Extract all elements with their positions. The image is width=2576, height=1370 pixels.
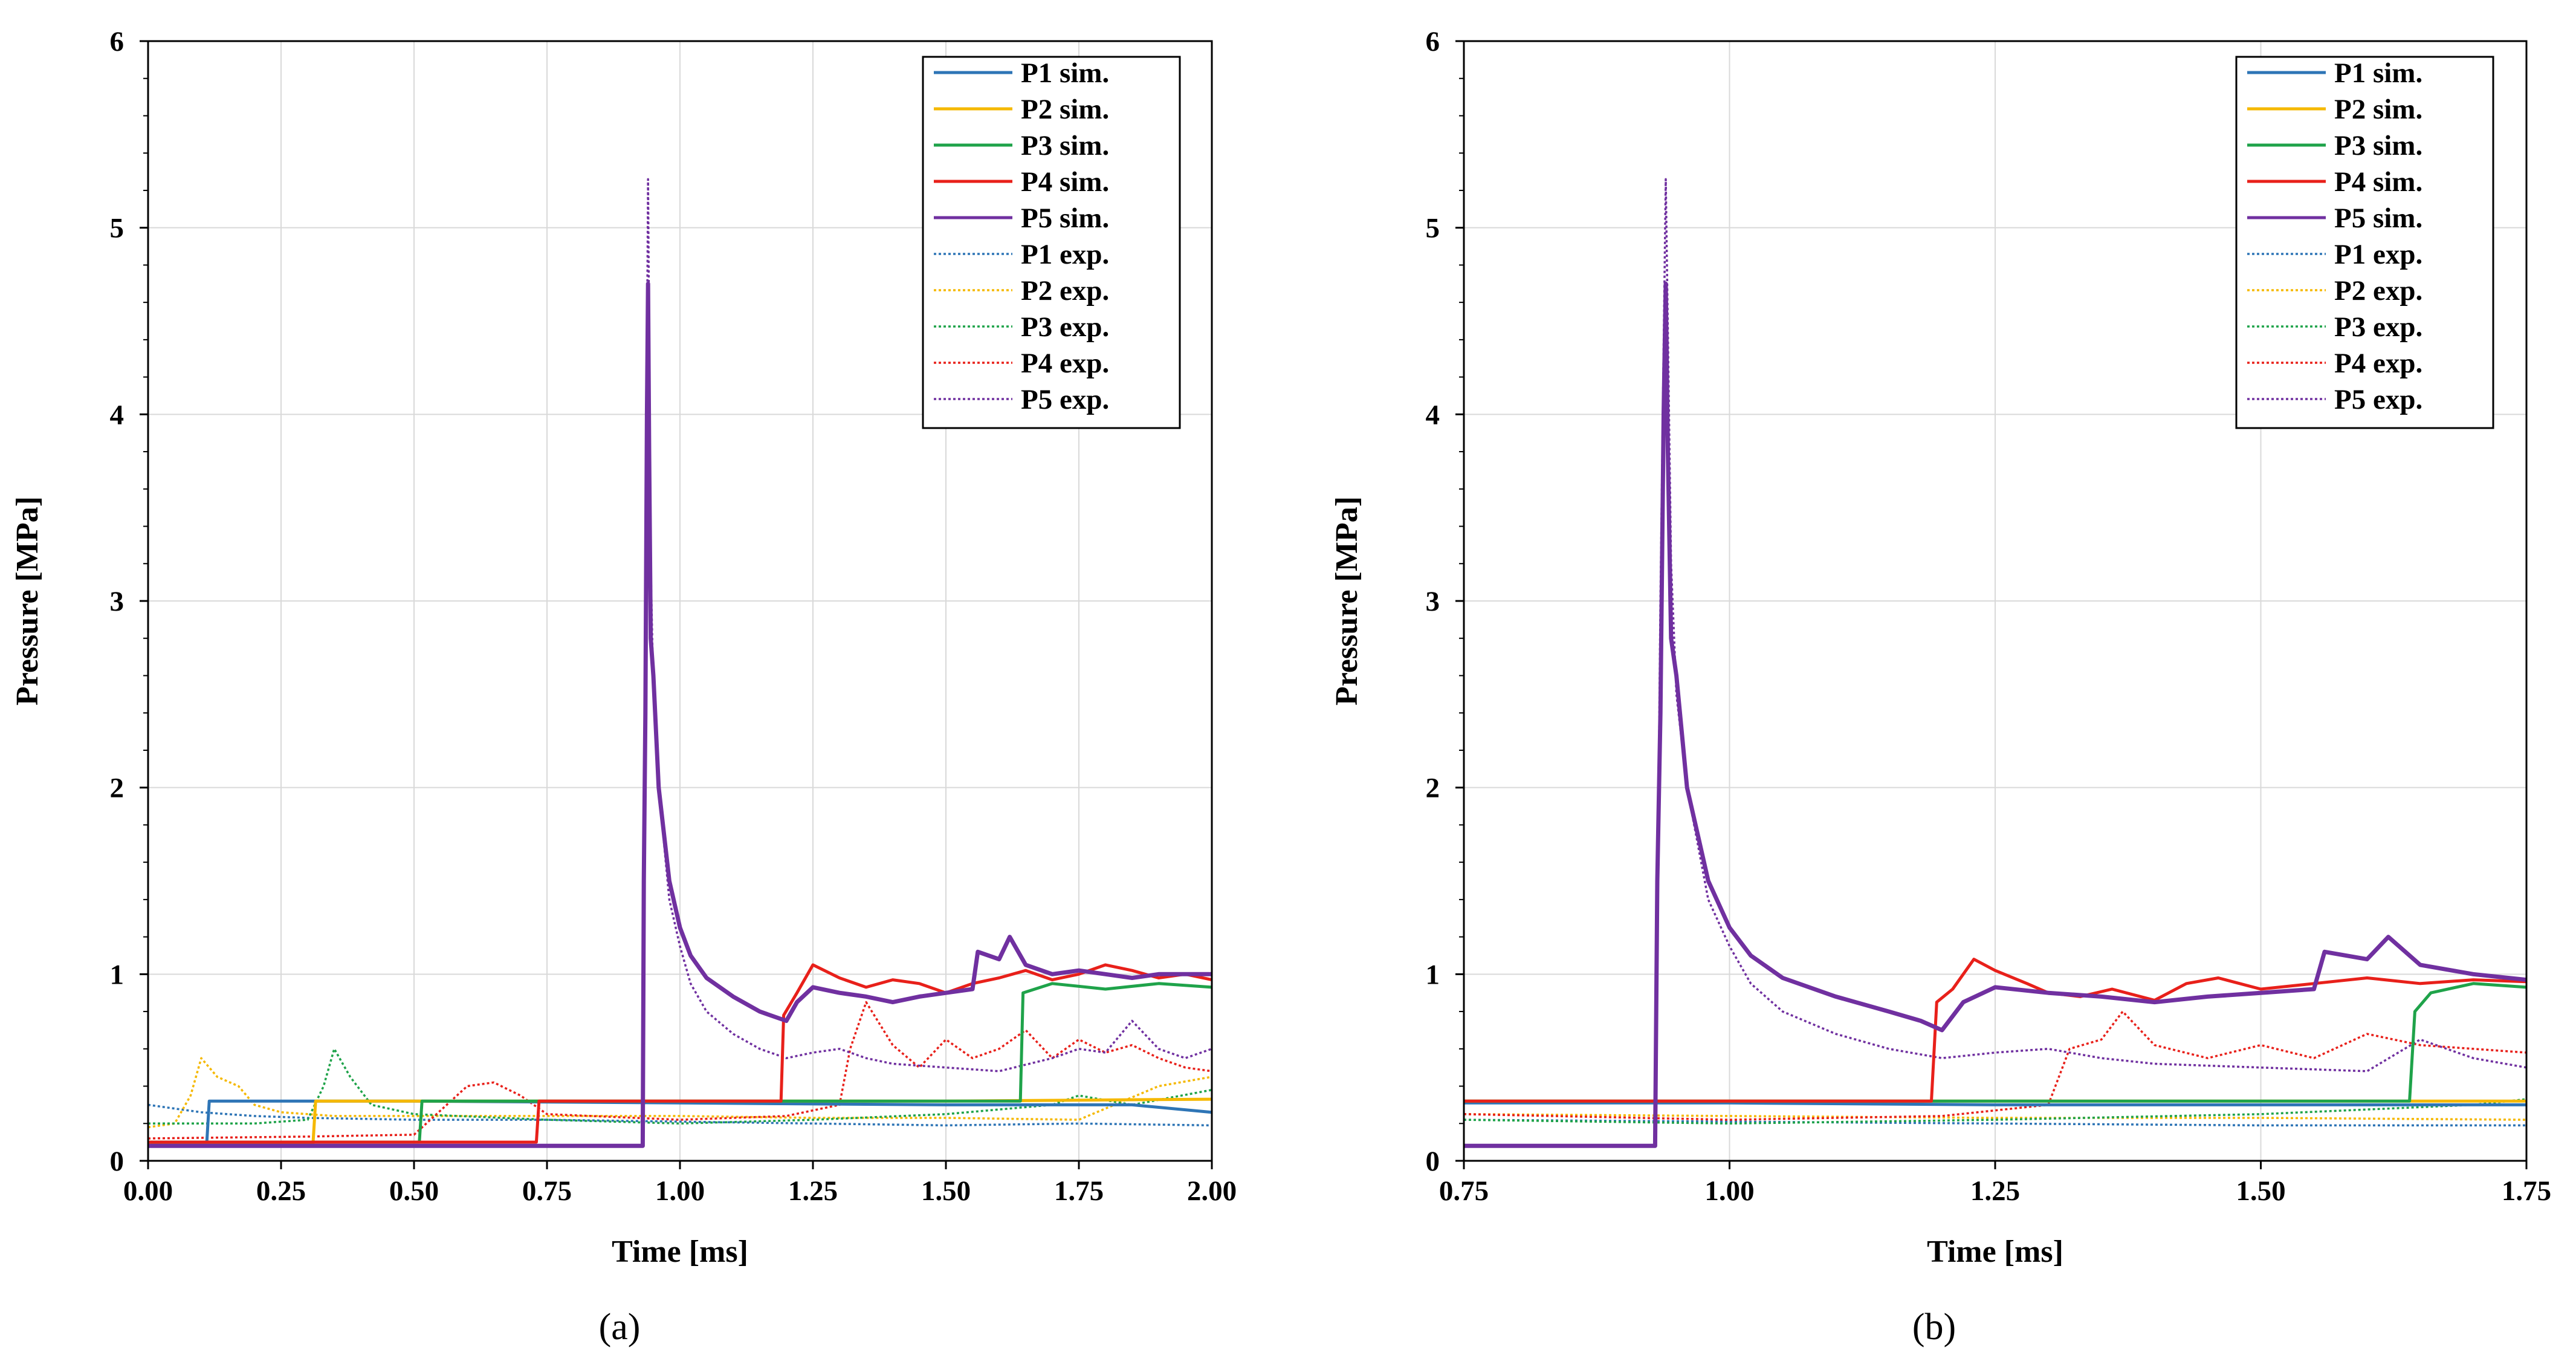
chart-panel-b: 0.75 1.00 1.25 1.50 1.75 0 1 2 3 4 5 6 Time [ms] Pr…	[1330, 26, 2551, 1348]
x-tick-label: 1.25	[788, 1175, 838, 1207]
x-tick-label: 2.00	[1187, 1175, 1237, 1207]
series-line-p4-sim	[1464, 958, 2526, 1103]
y-tick-label: 4	[110, 399, 125, 430]
series-line-p4-exp	[1464, 1010, 2526, 1121]
y-tick-label: 3	[110, 586, 125, 617]
tick-labels: 0.75 1.00 1.25 1.50 1.75 0 1 2 3 4 5 6	[1426, 26, 2552, 1207]
x-tick-label: 1.00	[1704, 1175, 1754, 1207]
series-line-p5-sim	[148, 281, 1212, 1148]
legend-label: P1 sim.	[1021, 57, 1109, 89]
series-line-p4-sim	[148, 963, 1212, 1144]
legend-label: P2 exp.	[2334, 275, 2422, 307]
y-tick-label: 0	[110, 1146, 125, 1177]
x-tick-label: 1.75	[2502, 1175, 2551, 1207]
legend-label: P1 sim.	[2334, 57, 2422, 89]
y-tick-label: 0	[1426, 1146, 1440, 1177]
series-line-p2-exp	[148, 1057, 1212, 1129]
legend: P1 sim. P2 sim. P3 sim. P4 sim. P5 sim. P1 ex…	[922, 56, 1181, 429]
legend-label: P3 sim.	[2334, 130, 2422, 161]
x-tick-label: 1.75	[1054, 1175, 1104, 1207]
series-line-p2-exp	[1464, 1113, 2526, 1121]
y-tick-label: 5	[1426, 213, 1440, 244]
legend-label: P2 exp.	[1021, 275, 1109, 307]
x-axis-label: Time [ms]	[1927, 1235, 2063, 1269]
series-group	[148, 178, 1212, 1148]
x-tick-label: 0.25	[256, 1175, 306, 1207]
tick-labels: 0.00 0.25 0.50 0.75 1.00 1.25 1.50 1.75 2.00 0 1 2 3…	[110, 26, 1237, 1207]
series-line-p1-exp	[1464, 1118, 2526, 1127]
legend-label: P5 sim.	[1021, 203, 1109, 234]
panel-label: (b)	[1912, 1307, 1956, 1348]
x-tick-label: 0.50	[389, 1175, 439, 1207]
legend-label: P5 exp.	[1021, 384, 1109, 415]
legend-label: P4 sim.	[2334, 166, 2422, 198]
y-tick-label: 3	[1426, 586, 1440, 617]
series-line-p3-sim	[148, 982, 1212, 1144]
y-tick-label: 6	[1426, 26, 1440, 57]
legend-label: P3 sim.	[1021, 130, 1109, 161]
y-tick-label: 4	[1426, 399, 1440, 430]
series-group	[1464, 178, 2526, 1148]
series-line-p4-exp	[148, 1001, 1212, 1140]
legend-box	[922, 56, 1181, 429]
x-tick-label: 1.50	[2236, 1175, 2285, 1207]
panel-label: (a)	[599, 1307, 641, 1348]
y-tick-label: 2	[110, 773, 125, 804]
x-axis-label: Time [ms]	[612, 1235, 748, 1269]
legend-box	[2235, 56, 2494, 429]
series-line-p3-exp	[1464, 1098, 2526, 1125]
legend-label: P4 exp.	[1021, 348, 1109, 379]
legend-label: P2 sim.	[1021, 94, 1109, 125]
series-line-p3-exp	[148, 1048, 1212, 1125]
y-axis-label: Pressure [MPa]	[1330, 496, 1364, 706]
legend: P1 sim. P2 sim. P3 sim. P4 sim. P5 sim. P1 ex…	[2235, 56, 2494, 429]
x-tick-label: 1.50	[921, 1175, 971, 1207]
y-tick-label: 2	[1426, 773, 1440, 804]
y-tick-label: 6	[110, 26, 125, 57]
x-tick-label: 1.00	[655, 1175, 705, 1207]
x-tick-label: 0.75	[522, 1175, 572, 1207]
legend-label: P5 exp.	[2334, 384, 2422, 415]
legend-label: P5 sim.	[2334, 203, 2422, 234]
series-line-p1-exp	[148, 1103, 1212, 1127]
y-tick-label: 5	[110, 213, 125, 244]
y-tick-label: 1	[1426, 959, 1440, 990]
x-tick-label: 1.25	[1970, 1175, 2020, 1207]
legend-label: P3 exp.	[1021, 311, 1109, 343]
x-tick-label: 0.00	[123, 1175, 173, 1207]
legend-label: P1 exp.	[1021, 239, 1109, 270]
legend-label: P4 exp.	[2334, 348, 2422, 379]
series-line-p5-exp	[1464, 178, 2526, 1148]
y-tick-label: 1	[110, 959, 125, 990]
y-axis-label: Pressure [MPa]	[10, 496, 45, 706]
legend-label: P3 exp.	[2334, 311, 2422, 343]
x-tick-label: 0.75	[1439, 1175, 1489, 1207]
series-line-p5-sim	[1464, 281, 2526, 1148]
legend-label: P2 sim.	[2334, 94, 2422, 125]
series-line-p1-sim	[1464, 1101, 2526, 1106]
chart-panel-a: 0.00 0.25 0.50 0.75 1.00 1.25 1.50 1.75 2.00 0 1 2 3…	[10, 26, 1237, 1348]
legend-label: P4 sim.	[1021, 166, 1109, 198]
legend-label: P1 exp.	[2334, 239, 2422, 270]
